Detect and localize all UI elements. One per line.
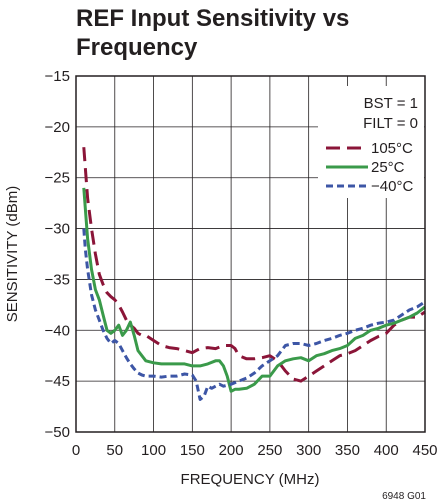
condition-label: BST = 1 — [364, 95, 418, 112]
legend: BST = 1 FILT = 0 105°C 25°C −40°C — [326, 95, 418, 195]
figure-id: 6948 G01 — [382, 491, 426, 502]
series-layer — [82, 147, 426, 401]
plot-frame — [75, 75, 426, 433]
legend-label-2: 25°C — [371, 159, 405, 176]
y-tick-label: −40 — [45, 322, 70, 339]
y-axis-label: SENSITIVITY (dBm) — [4, 186, 21, 322]
y-tick-label: −15 — [45, 68, 70, 85]
x-tick-label: 200 — [219, 442, 244, 459]
chart-title-line-2: Frequency — [76, 34, 198, 61]
x-tick-label: 100 — [141, 442, 166, 459]
y-tick-labels: −15 −20 −25 −30 −35 −40 −45 −50 — [45, 68, 70, 441]
chart-title: REF Input Sensitivity vs Frequency — [76, 4, 406, 62]
legend-label-3: −40°C — [371, 178, 413, 195]
legend-label-1: 105°C — [371, 140, 413, 157]
y-tick-label: −20 — [45, 119, 70, 136]
x-tick-label: 300 — [296, 442, 321, 459]
y-tick-label: −30 — [45, 221, 70, 238]
x-axis-label: FREQUENCY (MHz) — [181, 471, 320, 488]
grid — [75, 75, 426, 433]
series-line-1 — [82, 147, 426, 383]
series-line-2 — [82, 187, 426, 393]
y-tick-label: −25 — [45, 170, 70, 187]
y-tick-label: −35 — [45, 271, 70, 288]
y-tick-label: −50 — [45, 424, 70, 441]
chart-title-line-1: REF Input Sensitivity vs — [76, 5, 350, 32]
x-tick-label: 350 — [335, 442, 360, 459]
x-tick-label: 50 — [106, 442, 123, 459]
legend-background — [318, 86, 424, 198]
y-tick-label: −45 — [45, 373, 70, 390]
series-line-3 — [82, 228, 426, 401]
x-tick-label: 0 — [72, 442, 80, 459]
x-tick-label: 400 — [374, 442, 399, 459]
condition-label: FILT = 0 — [363, 115, 418, 132]
x-tick-label: 450 — [412, 442, 437, 459]
x-tick-label: 150 — [180, 442, 205, 459]
x-tick-labels: 0 50 100 150 200 250 300 350 400 450 — [72, 442, 438, 459]
x-tick-label: 250 — [257, 442, 282, 459]
